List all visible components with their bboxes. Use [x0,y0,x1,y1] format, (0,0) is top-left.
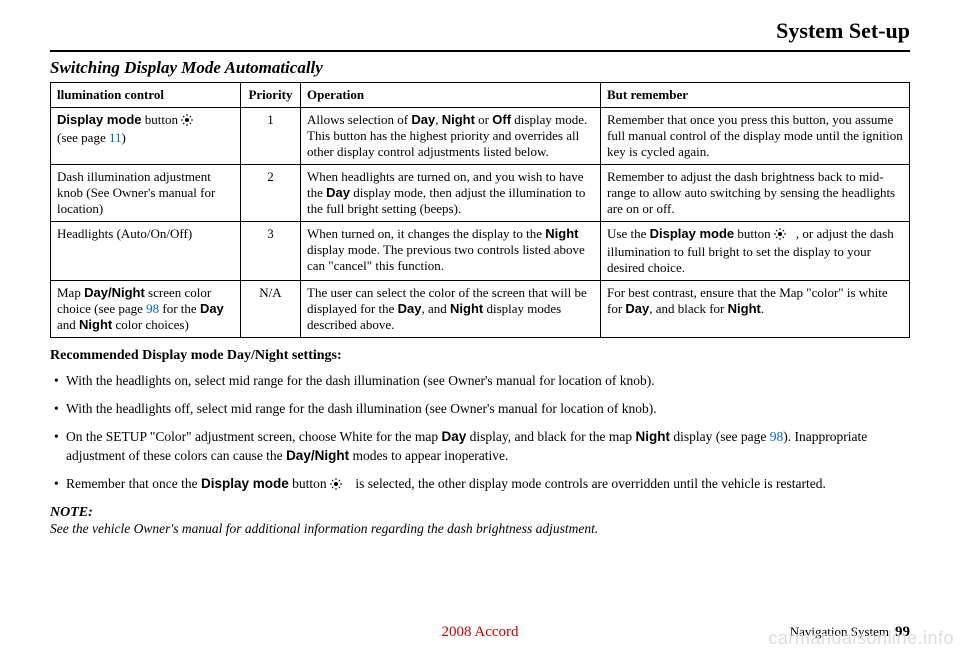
text: for the [159,301,200,316]
label-day: Day [441,429,466,444]
list-item: With the headlights off, select mid rang… [54,400,910,418]
text: button [289,476,330,491]
th-illumination: llumination control [51,83,241,108]
table-row: Display mode button (see page 11) 1 Allo… [51,108,910,165]
text: (see page [57,130,109,145]
cell-operation: When turned on, it changes the display t… [301,222,601,281]
label-display-mode: Display mode [201,476,289,491]
label-night: Night [442,112,475,127]
text: modes to appear inoperative. [349,448,508,463]
text: , and [421,301,450,316]
label-day: Day [286,448,311,463]
cell-remember: Remember to adjust the dash brightness b… [601,165,910,222]
table-row: Map Day/Night screen color choice (see p… [51,281,910,338]
text: ) [122,130,126,145]
cell-illumination: Headlights (Auto/On/Off) [51,222,241,281]
cell-priority: N/A [241,281,301,338]
page-link[interactable]: 98 [770,429,784,444]
text: button [142,112,182,127]
text: Allows selection of [307,112,411,127]
text: When turned on, it changes the display t… [307,226,545,241]
label-day: Day [398,301,422,316]
th-remember: But remember [601,83,910,108]
table-row: Headlights (Auto/On/Off) 3 When turned o… [51,222,910,281]
label-night: Night [728,301,761,316]
text: display, and black for the map [466,429,635,444]
th-operation: Operation [301,83,601,108]
display-mode-table: llumination control Priority Operation B… [50,82,910,338]
text: , and black for [649,301,727,316]
text: display (see page [670,429,770,444]
cell-remember: Use the Display mode button , or adjust … [601,222,910,281]
footer-model: 2008 Accord [50,624,910,641]
label-display-mode: Display mode [57,112,142,127]
text: On the SETUP "Color" adjustment screen, … [66,429,441,444]
label-off: Off [492,112,511,127]
sun-moon-icon [181,114,203,130]
cell-illumination: Dash illumination adjustment knob (See O… [51,165,241,222]
text: Map [57,285,84,300]
footer-page-number: 99 [895,624,910,640]
label-day: Day [200,301,224,316]
header-title: System Set-up [50,18,910,44]
cell-remember: For best contrast, ensure that the Map "… [601,281,910,338]
cell-illumination: Display mode button (see page 11) [51,108,241,165]
label-day: Day [625,301,649,316]
footer-navsys-label: Navigation System [790,624,889,639]
label-night: Night [112,285,145,300]
recommended-list: With the headlights on, select mid range… [50,372,910,495]
note-label: NOTE: [50,505,910,521]
text: Remember that once the [66,476,201,491]
cell-priority: 2 [241,165,301,222]
text: display mode. The previous two controls … [307,242,585,273]
cell-remember: Remember that once you press this button… [601,108,910,165]
table-header-row: llumination control Priority Operation B… [51,83,910,108]
cell-illumination: Map Day/Night screen color choice (see p… [51,281,241,338]
sun-moon-icon [330,477,352,495]
cell-operation: Allows selection of Day, Night or Off di… [301,108,601,165]
sun-moon-icon [774,228,796,244]
text: and [57,317,79,332]
text: is selected, the other display mode cont… [352,476,826,491]
cell-priority: 1 [241,108,301,165]
label-day: Day [411,112,435,127]
label-day: Day [326,185,350,200]
text: or [475,112,492,127]
text: color choices) [112,317,189,332]
text: Use the [607,226,650,241]
cell-operation: When headlights are turned on, and you w… [301,165,601,222]
table-row: Dash illumination adjustment knob (See O… [51,165,910,222]
label-night: Night [545,226,578,241]
label-display-mode: Display mode [650,226,735,241]
page: System Set-up Switching Display Mode Aut… [0,0,960,655]
label-night: Night [79,317,112,332]
footer-navsys: Navigation System 99 [790,624,910,641]
note-body: See the vehicle Owner's manual for addit… [50,521,910,537]
th-priority: Priority [241,83,301,108]
text: . [761,301,764,316]
recommended-title: Recommended Display mode Day/Night setti… [50,348,910,364]
rule-top [50,50,910,52]
section-title: Switching Display Mode Automatically [50,58,910,78]
label-night: Night [450,301,483,316]
cell-operation: The user can select the color of the scr… [301,281,601,338]
page-link[interactable]: 11 [109,130,122,145]
label-night: Night [315,448,350,463]
cell-priority: 3 [241,222,301,281]
list-item: Remember that once the Display mode butt… [54,475,910,495]
page-link[interactable]: 98 [146,301,159,316]
label-day: Day [84,285,108,300]
list-item: On the SETUP "Color" adjustment screen, … [54,428,910,464]
label-night: Night [636,429,671,444]
list-item: With the headlights on, select mid range… [54,372,910,390]
text: button [734,226,774,241]
